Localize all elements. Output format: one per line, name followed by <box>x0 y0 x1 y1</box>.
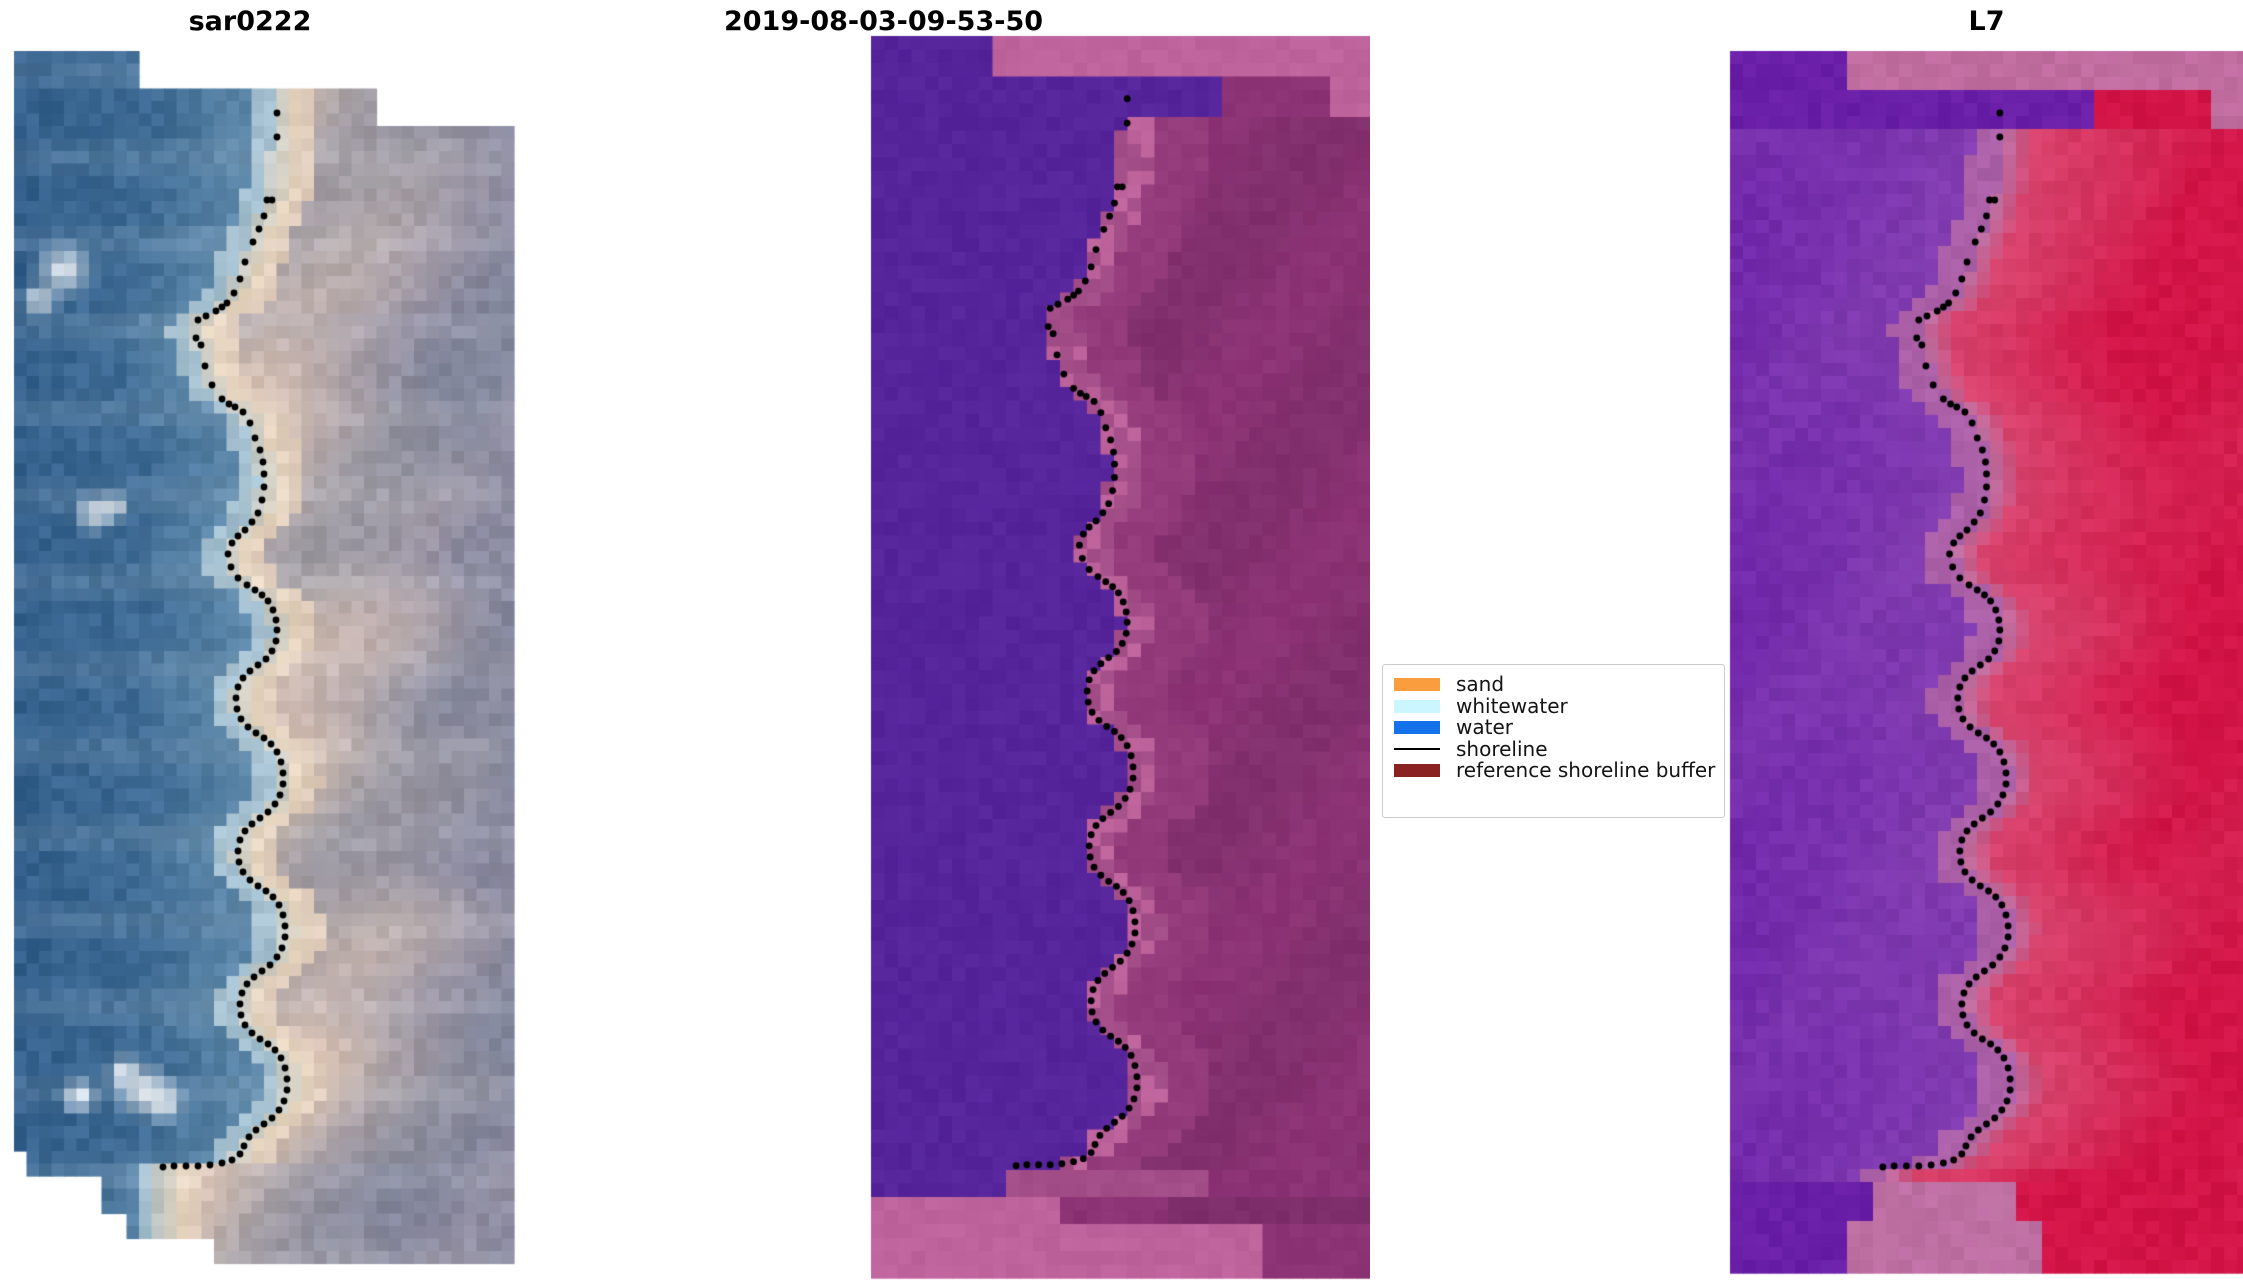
panel-index[interactable] <box>1720 36 2243 1283</box>
panel-title-index: L7 <box>1968 6 2005 37</box>
legend-label-shoreline: shoreline <box>1456 736 1548 761</box>
legend-label-sand: sand <box>1456 672 1505 696</box>
legend-swatch-sand <box>1394 678 1440 691</box>
legend-swatch-reference-shoreline-buffer <box>1394 764 1440 777</box>
legend-label-whitewater: whitewater <box>1456 693 1568 718</box>
panel-rgb[interactable] <box>0 36 560 1283</box>
legend-item-shoreline[interactable]: shoreline <box>1394 736 1714 761</box>
legend-swatch-whitewater <box>1394 699 1440 713</box>
legend-item-sand[interactable]: sand <box>1394 674 1714 695</box>
legend[interactable]: sand whitewater water shoreline referenc… <box>1382 664 1725 818</box>
panel-classification[interactable] <box>860 30 1370 1283</box>
legend-item-whitewater[interactable]: whitewater <box>1394 693 1714 718</box>
rgb-image-canvas[interactable] <box>0 36 560 1283</box>
classification-image-canvas[interactable] <box>860 30 1370 1283</box>
legend-item-reference-shoreline-buffer[interactable]: reference shoreline buffer <box>1394 758 1716 782</box>
legend-swatch-shoreline <box>1394 748 1440 750</box>
legend-item-water[interactable]: water <box>1394 717 1714 738</box>
index-image-canvas[interactable] <box>1720 36 2243 1283</box>
legend-swatch-water <box>1394 721 1440 734</box>
legend-label-water: water <box>1456 715 1513 739</box>
panel-title-rgb: sar0222 <box>188 6 312 37</box>
legend-label-reference-shoreline-buffer: reference shoreline buffer <box>1456 758 1716 782</box>
